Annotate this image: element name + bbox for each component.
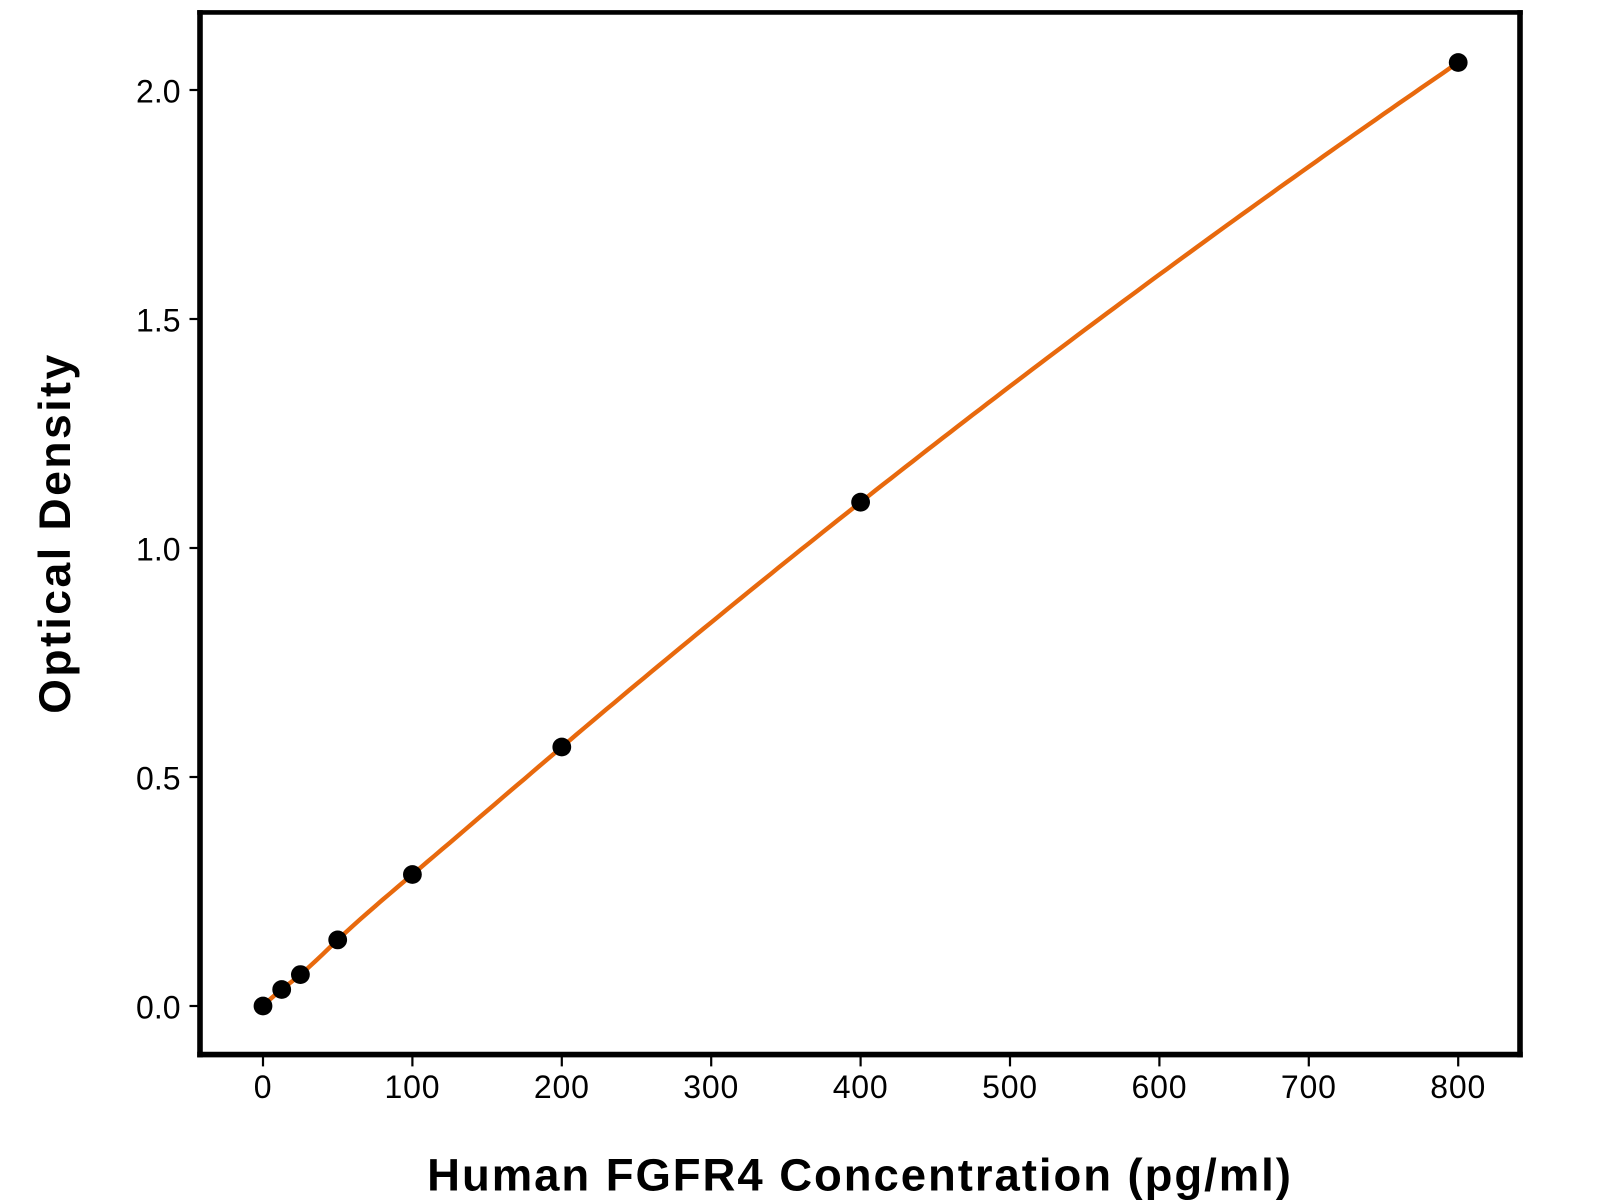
svg-text:700: 700	[1281, 1069, 1337, 1105]
svg-text:2.0: 2.0	[136, 74, 180, 110]
svg-text:1.5: 1.5	[136, 303, 180, 339]
svg-text:800: 800	[1430, 1069, 1486, 1105]
svg-text:Optical Density: Optical Density	[31, 352, 80, 713]
svg-text:1.0: 1.0	[136, 532, 180, 568]
svg-text:0.5: 0.5	[136, 761, 180, 797]
svg-text:400: 400	[833, 1069, 889, 1105]
svg-text:Human FGFR4 Concentration (pg/: Human FGFR4 Concentration (pg/ml)	[427, 1150, 1293, 1200]
svg-text:100: 100	[385, 1069, 441, 1105]
svg-text:500: 500	[982, 1069, 1038, 1105]
svg-text:200: 200	[534, 1069, 590, 1105]
svg-text:0.0: 0.0	[136, 990, 180, 1026]
svg-text:0: 0	[254, 1069, 273, 1105]
svg-text:300: 300	[683, 1069, 739, 1105]
svg-text:600: 600	[1132, 1069, 1188, 1105]
